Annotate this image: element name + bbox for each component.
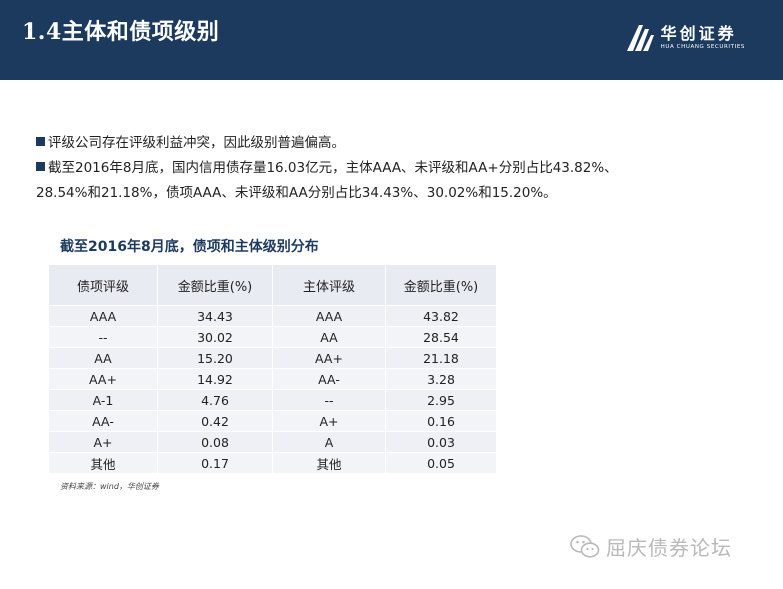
table-cell: AA-: [48, 410, 158, 432]
table-cell: --: [48, 326, 158, 348]
table-cell: A+: [48, 431, 158, 453]
table-row: A-1 4.76 -- 2.95: [48, 389, 497, 411]
bullet-item-continuation: 28.54%和21.18%，债项AAA、未评级和AA分别占比34.43%、30.…: [36, 185, 557, 201]
wechat-icon: [570, 534, 600, 558]
table-row: A+ 0.08 A 0.03: [48, 431, 497, 453]
table-cell: 43.82: [385, 305, 497, 327]
column-header: 债项评级: [48, 264, 158, 306]
table-row: 其他 0.17 其他 0.05: [48, 452, 497, 474]
table-cell: A-1: [48, 389, 158, 411]
table-cell: AA+: [48, 368, 158, 390]
table-cell: 0.08: [157, 431, 273, 453]
table-cell: 0.16: [385, 410, 497, 432]
table-cell: 0.05: [385, 452, 497, 474]
bullet-item: 评级公司存在评级利益冲突，因此级别普遍偏高。: [36, 131, 756, 156]
table-cell: 34.43: [157, 305, 273, 327]
table-header-row: 债项评级 金额比重(%) 主体评级 金额比重(%): [48, 264, 497, 306]
table-cell: AA-: [272, 368, 386, 390]
table-cell: 28.54: [385, 326, 497, 348]
watermark-text: 屈庆债券论坛: [606, 536, 732, 560]
table-cell: A: [272, 431, 386, 453]
table-cell: AA: [48, 347, 158, 369]
table-cell: 21.18: [385, 347, 497, 369]
table-cell: 0.42: [157, 410, 273, 432]
logo-mark-icon: [626, 25, 654, 51]
header-bar: 1.4主体和债项级别 华创证券 HUA CHUANG SECURITIES: [0, 0, 783, 80]
table-cell: 0.03: [385, 431, 497, 453]
table-cell: AAA: [272, 305, 386, 327]
table-cell: 其他: [48, 452, 158, 474]
column-header: 金额比重(%): [385, 264, 497, 306]
logo-text-en: HUA CHUANG SECURITIES: [660, 44, 745, 50]
table-cell: 14.92: [157, 368, 273, 390]
table-row: AA- 0.42 A+ 0.16: [48, 410, 497, 432]
column-header: 主体评级: [272, 264, 386, 306]
table-cell: 3.28: [385, 368, 497, 390]
table-cell: 2.95: [385, 389, 497, 411]
table-cell: 30.02: [157, 326, 273, 348]
bullet-list: 评级公司存在评级利益冲突，因此级别普遍偏高。 截至2016年8月底，国内信用债存…: [36, 131, 756, 206]
table-cell: AA+: [272, 347, 386, 369]
source-note: 资料来源：wind，华创证券: [60, 482, 159, 491]
table-cell: --: [272, 389, 386, 411]
table-cell: 0.17: [157, 452, 273, 474]
table-cell: A+: [272, 410, 386, 432]
table-cell: AAA: [48, 305, 158, 327]
table-cell: AA: [272, 326, 386, 348]
logo-text-cn: 华创证券: [660, 24, 737, 43]
table-row: -- 30.02 AA 28.54: [48, 326, 497, 348]
table-cell: 其他: [272, 452, 386, 474]
company-logo: 华创证券 HUA CHUANG SECURITIES: [625, 18, 745, 58]
watermark: 屈庆债券论坛: [570, 532, 732, 561]
table-row: AA 15.20 AA+ 21.18: [48, 347, 497, 369]
column-header: 金额比重(%): [157, 264, 273, 306]
table-row: AA+ 14.92 AA- 3.28: [48, 368, 497, 390]
bullet-square-icon: [36, 137, 45, 146]
rating-distribution-table: 债项评级 金额比重(%) 主体评级 金额比重(%) AAA 34.43 AAA …: [48, 264, 497, 474]
page-title: 1.4主体和债项级别: [22, 19, 220, 45]
bullet-square-icon: [36, 162, 45, 171]
bullet-item: 截至2016年8月底，国内信用债存量16.03亿元，主体AAA、未评级和AA+分…: [36, 156, 756, 181]
table-cell: 4.76: [157, 389, 273, 411]
table-cell: 15.20: [157, 347, 273, 369]
table-row: AAA 34.43 AAA 43.82: [48, 305, 497, 327]
table-title: 截至2016年8月底，债项和主体级别分布: [60, 239, 319, 255]
